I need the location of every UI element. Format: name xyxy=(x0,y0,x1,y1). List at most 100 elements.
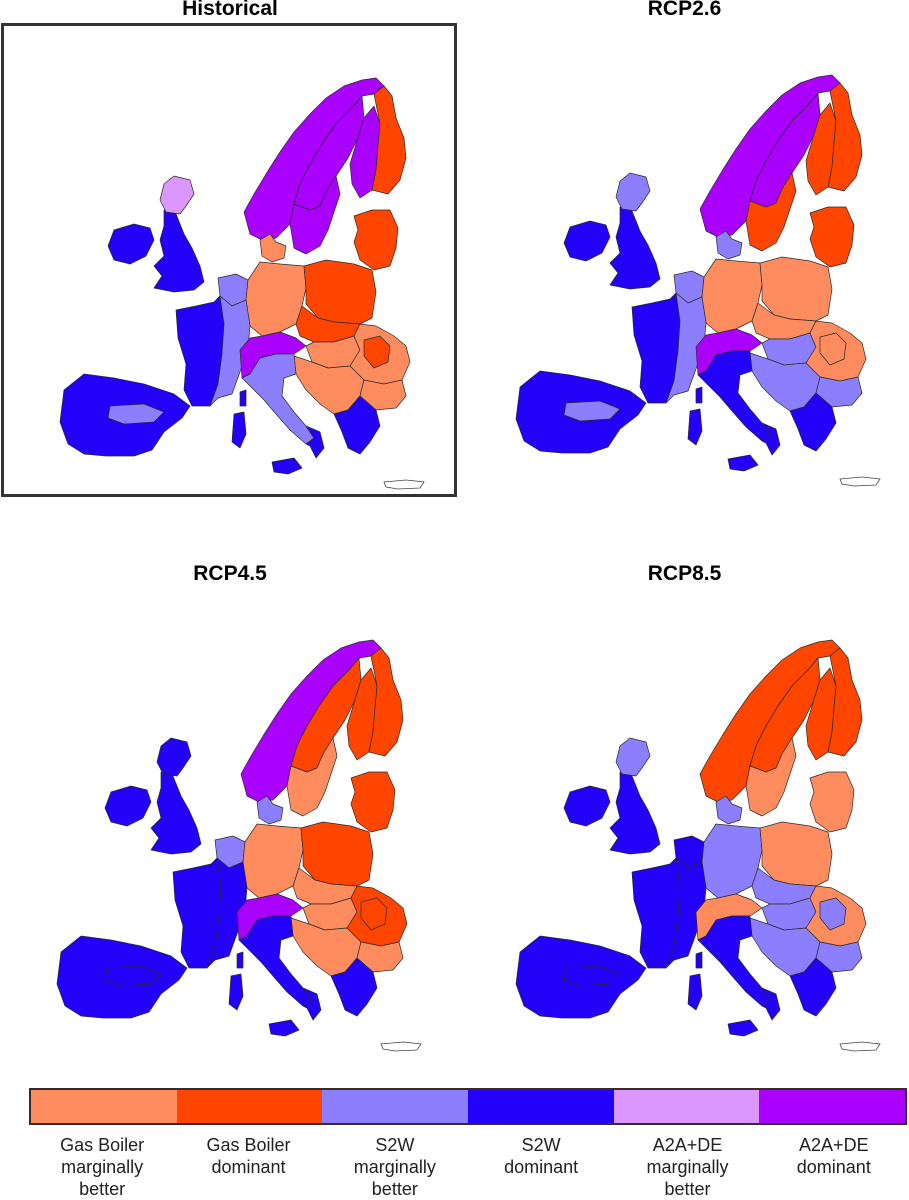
region-finland-east xyxy=(827,82,863,192)
region-france-east xyxy=(665,857,707,969)
region-baltics xyxy=(350,771,396,833)
legend-swatch-s2w-dominant xyxy=(468,1090,614,1123)
legend-labels: Gas Boiler marginally better Gas Boiler … xyxy=(29,1134,907,1200)
region-uk xyxy=(609,206,661,290)
region-baltics xyxy=(353,209,399,271)
crete-outline xyxy=(839,1041,881,1052)
legend-colorbar xyxy=(29,1088,907,1125)
region-uk xyxy=(153,209,205,293)
legend-swatch-a2a-marginal xyxy=(613,1090,760,1123)
region-sicily xyxy=(727,1019,759,1037)
region-romania-carpathians xyxy=(819,897,847,931)
region-sicily xyxy=(268,1019,300,1037)
region-corsica xyxy=(695,386,703,404)
region-baltics xyxy=(809,771,855,833)
region-scotland xyxy=(615,737,651,777)
region-france-east xyxy=(665,292,707,404)
legend-label: S2W marginally better xyxy=(353,1135,436,1199)
region-denmark xyxy=(259,233,287,263)
region-corsica xyxy=(695,951,703,969)
region-sardinia xyxy=(228,973,244,1011)
panel-rcp45: RCP4.5 xyxy=(0,550,460,1070)
region-romania-carpathians xyxy=(363,335,391,369)
panel-rcp26: RCP2.6 xyxy=(460,0,909,500)
region-greece xyxy=(333,395,381,455)
region-sardinia xyxy=(687,973,703,1011)
legend-swatch-gas-boiler-dominant xyxy=(176,1090,323,1123)
region-iberia-mountains xyxy=(563,400,621,422)
region-sardinia xyxy=(231,411,247,449)
region-uk xyxy=(150,771,202,855)
region-denmark xyxy=(715,230,743,260)
region-baltics xyxy=(809,206,855,268)
region-denmark xyxy=(256,795,284,825)
region-greece xyxy=(330,957,378,1017)
legend-label: A2A+DE marginally better xyxy=(646,1135,729,1199)
region-finland-east xyxy=(368,647,404,757)
panel-historical: Historical xyxy=(0,0,460,500)
panel-title: RCP2.6 xyxy=(647,0,722,20)
crete-outline xyxy=(383,479,425,490)
map-frame xyxy=(460,588,909,1062)
region-corsica xyxy=(236,951,244,969)
region-france-east xyxy=(209,295,251,407)
europe-map xyxy=(56,639,422,1052)
region-italy xyxy=(697,350,771,442)
region-bulgaria xyxy=(815,376,863,408)
region-iberia-mountains xyxy=(107,403,165,425)
region-finland-east xyxy=(827,647,863,757)
region-sweden-south xyxy=(286,737,338,817)
region-italy xyxy=(241,353,315,445)
legend-swatch-gas-boiler-marginal xyxy=(31,1090,177,1123)
region-bulgaria xyxy=(815,941,863,973)
legend-swatch-a2a-dominant xyxy=(759,1090,906,1123)
region-ireland xyxy=(563,220,611,262)
region-ireland xyxy=(107,223,155,265)
region-bulgaria xyxy=(356,941,404,973)
map-frame xyxy=(1,23,457,497)
region-italy-south xyxy=(761,422,781,456)
region-sweden-south xyxy=(745,737,797,817)
legend-label: A2A+DE dominant xyxy=(796,1135,871,1177)
region-poland xyxy=(300,821,374,887)
region-scotland xyxy=(159,175,195,215)
region-finland-east xyxy=(371,85,407,195)
region-sicily xyxy=(271,457,303,475)
region-sweden-south xyxy=(289,175,341,255)
region-ireland xyxy=(563,785,611,827)
region-poland xyxy=(759,256,833,322)
crete-outline xyxy=(839,476,881,487)
region-iberia-mountains xyxy=(104,965,162,987)
region-italy-south xyxy=(761,987,781,1021)
region-ireland xyxy=(104,785,152,827)
region-romania-carpathians xyxy=(819,332,847,366)
map-frame xyxy=(460,23,909,497)
region-italy-south xyxy=(305,425,325,459)
region-poland xyxy=(303,259,377,325)
region-uk xyxy=(609,771,661,855)
region-italy xyxy=(697,915,771,1007)
region-bulgaria xyxy=(359,379,407,411)
region-france-east xyxy=(206,857,248,969)
region-sardinia xyxy=(687,408,703,446)
region-romania-carpathians xyxy=(360,897,388,931)
legend-label: S2W dominant xyxy=(504,1135,579,1177)
region-sweden-south xyxy=(745,172,797,252)
region-italy xyxy=(238,915,312,1007)
legend-swatch-s2w-marginal xyxy=(322,1090,469,1123)
region-denmark xyxy=(715,795,743,825)
panel-title: RCP8.5 xyxy=(647,562,722,585)
region-scotland xyxy=(156,737,192,777)
crete-outline xyxy=(380,1041,422,1052)
region-iberia-mountains xyxy=(563,965,621,987)
region-corsica xyxy=(239,389,247,407)
europe-map xyxy=(515,639,881,1052)
legend-label: Gas Boiler dominant xyxy=(206,1135,291,1177)
panel-title: Historical xyxy=(182,0,278,20)
region-greece xyxy=(789,957,837,1017)
europe-map xyxy=(59,77,425,490)
region-greece xyxy=(789,392,837,452)
panel-title: RCP4.5 xyxy=(193,562,267,585)
region-sicily xyxy=(727,454,759,472)
legend-label: Gas Boiler marginally better xyxy=(60,1135,145,1199)
